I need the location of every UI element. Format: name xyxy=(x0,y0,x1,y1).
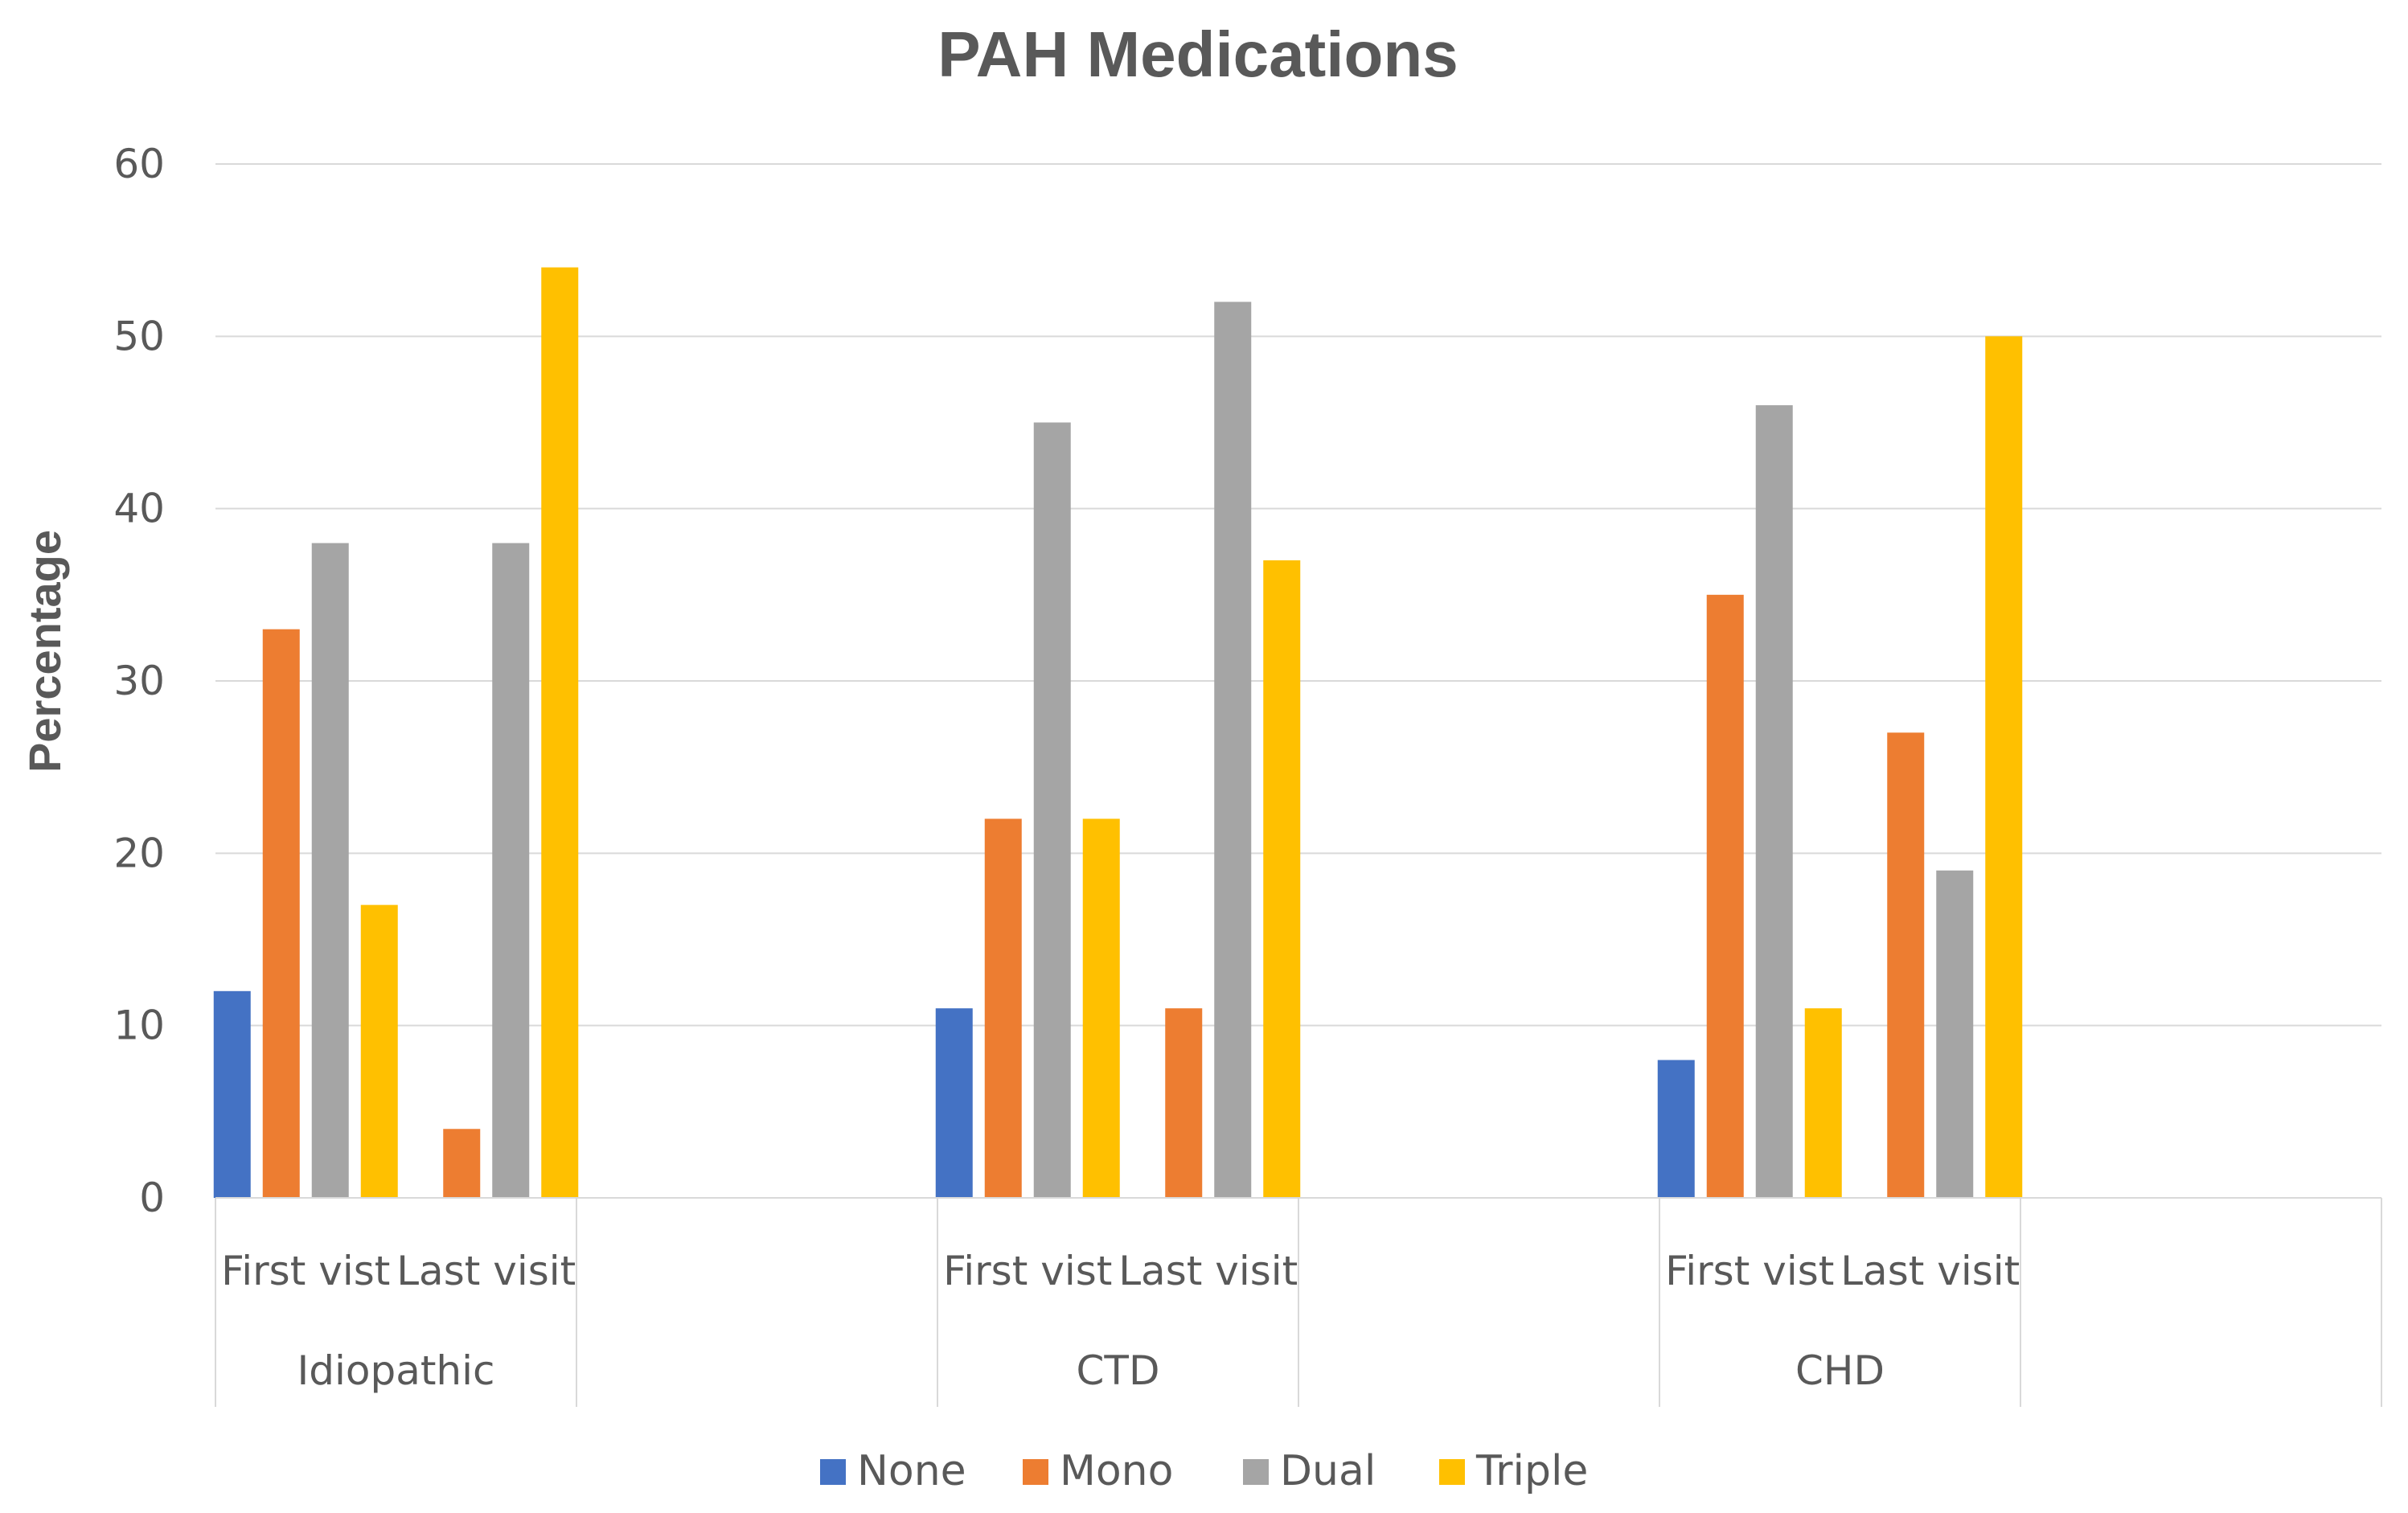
x-tick-label: Last visit xyxy=(1118,1248,1298,1294)
legend-label-dual: Dual xyxy=(1280,1447,1376,1495)
y-tick-label: 20 xyxy=(113,830,165,876)
bar-mono-ctd-last xyxy=(1165,1008,1203,1198)
legend: None Mono Dual Triple xyxy=(820,1447,1588,1495)
group-label-ctd: CTD xyxy=(1077,1347,1160,1394)
bar-triple-chd-first xyxy=(1804,1008,1842,1198)
bar-dual-idiopathic-last xyxy=(492,543,530,1198)
bar-triple-ctd-last xyxy=(1263,560,1301,1198)
x-tick-label: First vist xyxy=(943,1248,1112,1294)
group-label-chd: CHD xyxy=(1795,1347,1885,1394)
y-tick-label: 10 xyxy=(113,1003,165,1049)
x-tick-label: First vist xyxy=(1665,1248,1834,1294)
bar-triple-chd-last xyxy=(1985,336,2023,1198)
y-axis-ticks: 0 10 20 30 40 50 60 xyxy=(113,141,165,1221)
y-tick-label: 40 xyxy=(113,486,165,532)
bar-mono-idiopathic-first xyxy=(262,629,300,1198)
legend-swatch-none xyxy=(820,1459,846,1485)
bar-mono-chd-first xyxy=(1706,594,1744,1198)
x-tick-label: Last visit xyxy=(1840,1248,2020,1294)
group-label-idiopathic: Idiopathic xyxy=(297,1347,494,1394)
y-axis-label: Percentage xyxy=(19,530,70,773)
bar-mono-ctd-first xyxy=(984,818,1022,1198)
y-tick-label: 0 xyxy=(139,1175,165,1221)
legend-swatch-triple xyxy=(1439,1459,1465,1485)
legend-label-triple: Triple xyxy=(1475,1447,1588,1495)
legend-swatch-dual xyxy=(1243,1459,1269,1485)
bar-none-chd-first xyxy=(1657,1060,1695,1198)
bar-dual-ctd-first xyxy=(1033,422,1071,1198)
x-tick-label: First vist xyxy=(221,1248,390,1294)
bar-mono-chd-last xyxy=(1887,732,1925,1198)
y-tick-label: 60 xyxy=(113,141,165,187)
bar-mono-idiopathic-last xyxy=(443,1129,481,1198)
legend-label-none: None xyxy=(857,1447,966,1495)
bar-none-ctd-first xyxy=(935,1008,973,1198)
bar-dual-chd-last xyxy=(1936,870,1974,1198)
y-tick-label: 50 xyxy=(113,313,165,359)
x-tick-label: Last visit xyxy=(396,1248,576,1294)
bar-triple-idiopathic-first xyxy=(360,904,398,1198)
bar-triple-idiopathic-last xyxy=(541,267,579,1199)
legend-label-mono: Mono xyxy=(1060,1447,1173,1495)
bar-none-idiopathic-first xyxy=(213,990,251,1198)
bars xyxy=(213,267,2023,1199)
chart-title: PAH Medications xyxy=(937,18,1458,90)
bar-dual-chd-first xyxy=(1755,405,1793,1199)
bar-triple-ctd-first xyxy=(1082,818,1120,1198)
bar-dual-idiopathic-first xyxy=(311,543,349,1198)
y-tick-label: 30 xyxy=(113,658,165,704)
bar-dual-ctd-last xyxy=(1214,301,1252,1198)
legend-swatch-mono xyxy=(1023,1459,1048,1485)
